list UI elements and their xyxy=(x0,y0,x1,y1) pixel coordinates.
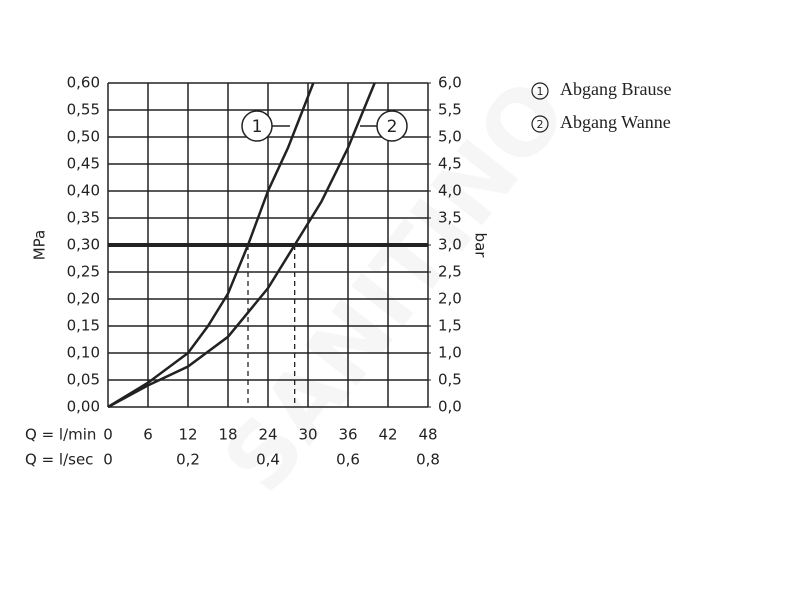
callout-label: 1 xyxy=(252,117,263,137)
callout-circle xyxy=(376,110,408,142)
x2-tick-label: 0 xyxy=(103,451,113,469)
x2-tick-label: 0,6 xyxy=(336,451,360,469)
legend-number: 1 xyxy=(537,85,544,98)
y2-tick-label: 4,0 xyxy=(438,182,462,200)
y-tick-label: 0,25 xyxy=(67,263,100,281)
x-tick-label: 36 xyxy=(338,426,357,444)
legend-label: Abgang Brause xyxy=(560,79,671,99)
x-tick-label: 42 xyxy=(378,426,397,444)
x2-tick-label: 0,8 xyxy=(416,451,440,469)
y-tick-label: 0,05 xyxy=(67,371,100,389)
y-tick-label: 0,45 xyxy=(67,155,100,173)
y2-tick-label: 3,5 xyxy=(438,209,462,227)
x-tick-label: 6 xyxy=(143,426,153,444)
x-tick-label: 24 xyxy=(258,426,277,444)
x-tick-label: 30 xyxy=(298,426,317,444)
legend-circle xyxy=(531,82,549,100)
legend-circle xyxy=(531,115,549,133)
y-tick-label: 0,50 xyxy=(67,128,100,146)
y2-tick-label: 2,5 xyxy=(438,263,462,281)
y2-tick-label: 5,0 xyxy=(438,128,462,146)
y-tick-label: 0,30 xyxy=(67,236,100,254)
callout-circle xyxy=(241,110,273,142)
y-tick-label: 0,35 xyxy=(67,209,100,227)
y-tick-label: 0,40 xyxy=(67,182,100,200)
y-tick-label: 0,10 xyxy=(67,344,100,362)
y2-tick-label: 6,0 xyxy=(438,74,462,92)
y2-tick-label: 0,0 xyxy=(438,398,462,416)
series-line xyxy=(107,82,376,409)
y2-tick-label: 3,0 xyxy=(438,236,462,254)
y-tick-label: 0,55 xyxy=(67,101,100,119)
y-tick-label: 0,00 xyxy=(67,398,100,416)
y2-tick-label: 1,0 xyxy=(438,344,462,362)
x-tick-label: 48 xyxy=(418,426,437,444)
y2-tick-label: 1,5 xyxy=(438,317,462,335)
series-line xyxy=(107,82,315,409)
callout-label: 2 xyxy=(387,117,398,137)
y-tick-label: 0,60 xyxy=(67,74,100,92)
x-axis-label: Q = l/min xyxy=(25,426,96,444)
y2-tick-label: 0,5 xyxy=(438,371,462,389)
x2-tick-label: 0,2 xyxy=(176,451,200,469)
legend-label: Abgang Wanne xyxy=(560,112,671,132)
x2-axis-label: Q = l/sec xyxy=(25,451,93,469)
y2-tick-label: 5,5 xyxy=(438,101,462,119)
x-tick-label: 12 xyxy=(178,426,197,444)
legend-number: 2 xyxy=(537,118,544,131)
y2-axis-label: bar xyxy=(472,233,490,259)
y-axis-label: MPa xyxy=(31,230,49,261)
y-tick-label: 0,20 xyxy=(67,290,100,308)
y2-tick-label: 2,0 xyxy=(438,290,462,308)
x2-tick-label: 0,4 xyxy=(256,451,280,469)
x-tick-label: 18 xyxy=(218,426,237,444)
y2-tick-label: 4,5 xyxy=(438,155,462,173)
y-tick-label: 0,15 xyxy=(67,317,100,335)
x-tick-label: 0 xyxy=(103,426,113,444)
